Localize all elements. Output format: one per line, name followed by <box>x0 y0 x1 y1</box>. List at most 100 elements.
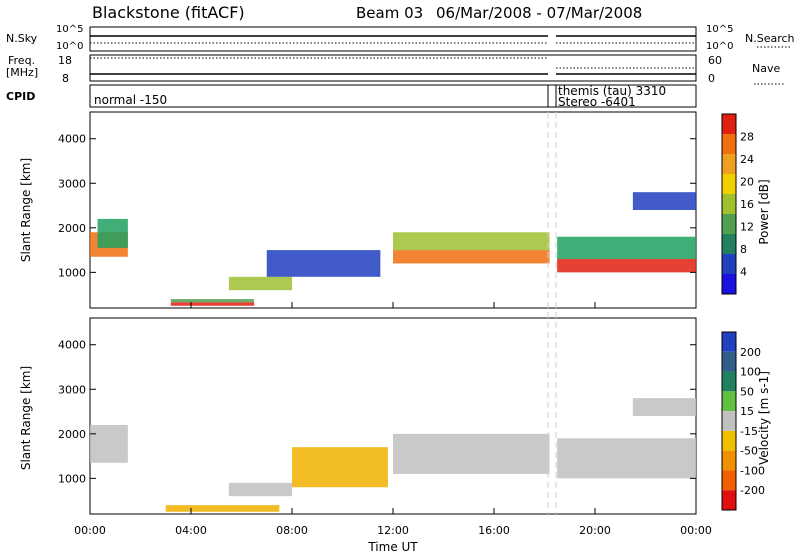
freq-label: Freq. <box>8 54 35 67</box>
x-axis-title: Time UT <box>367 540 418 554</box>
velocity-ytick-label: 4000 <box>58 339 86 352</box>
nsky-tick-top: 10^5 <box>56 24 83 35</box>
velocity-cbar-tick: 100 <box>740 366 761 379</box>
nave-tick-top: 60 <box>708 54 722 67</box>
power-band <box>557 259 696 273</box>
date-range: 06/Mar/2008 - 07/Mar/2008 <box>436 4 642 22</box>
power-cbar-segment <box>722 274 736 294</box>
nsky-tick-top-right: 10^5 <box>706 24 733 35</box>
power-heatmap <box>90 192 696 306</box>
velocity-cbar-segment <box>722 371 736 392</box>
velocity-band <box>165 505 280 512</box>
beam-label: Beam 03 <box>356 4 423 22</box>
x-tick-label: 04:00 <box>175 524 207 537</box>
velocity-band <box>393 433 550 474</box>
x-tick-label: 00:00 <box>680 524 712 537</box>
velocity-cbar-tick: -200 <box>740 484 765 497</box>
velocity-ytick-label: 2000 <box>58 428 86 441</box>
velocity-cbar-segment <box>722 470 736 491</box>
x-tick-label: 08:00 <box>276 524 308 537</box>
power-cbar-segment <box>722 154 736 174</box>
power-panel <box>89 111 697 309</box>
power-band <box>632 192 696 210</box>
freq-trace <box>90 57 696 75</box>
velocity-cbar-tick: 50 <box>740 385 754 398</box>
x-tick-label: 16:00 <box>478 524 510 537</box>
power-cbar-tick: 12 <box>740 221 754 234</box>
velocity-cbar-segment <box>722 351 736 372</box>
nave-label: Nave <box>752 62 780 75</box>
nsky-label: N.Sky <box>6 32 38 45</box>
velocity-cbar-tick: 200 <box>740 346 761 359</box>
velocity-cbar-segment <box>722 411 736 431</box>
nave-tick-bottom: 0 <box>708 72 715 85</box>
power-band <box>266 250 381 277</box>
power-ytick-label: 1000 <box>58 266 86 279</box>
velocity-cbar-segment <box>722 391 736 412</box>
power-band <box>393 232 550 251</box>
velocity-band <box>557 438 696 479</box>
power-cbar-tick: 28 <box>740 131 754 144</box>
velocity-ylabel: Slant Range [km] <box>19 366 33 470</box>
power-cbar-tick: 8 <box>740 243 747 256</box>
power-band <box>393 250 550 264</box>
velocity-ytick-label: 1000 <box>58 472 86 485</box>
power-cbar-segment <box>722 234 736 254</box>
power-cbar-segment <box>722 114 736 134</box>
velocity-cbar-frame <box>721 331 737 511</box>
power-cbar-segment <box>722 254 736 274</box>
power-band <box>170 302 255 306</box>
x-tick-label: 00:00 <box>74 524 106 537</box>
power-cbar-tick: 4 <box>740 266 747 279</box>
power-cbar-tick: 16 <box>740 198 754 211</box>
power-cbar-tick: 24 <box>740 153 754 166</box>
velocity-cbar-segment <box>722 450 736 471</box>
station-title: Blackstone (fitACF) <box>92 3 245 22</box>
power-cbar-segment <box>722 174 736 194</box>
nsky-tick-bottom-right: 10^0 <box>706 41 733 52</box>
freq-tick-top: 18 <box>58 54 72 67</box>
velocity-band <box>90 424 128 463</box>
power-cbar-tick: 20 <box>740 176 754 189</box>
power-band <box>557 236 696 259</box>
cpid-label: CPID <box>6 90 35 103</box>
velocity-cbar-tick: 15 <box>740 405 754 418</box>
velocity-cbar-tick: -100 <box>740 464 765 477</box>
velocity-cbar-segment <box>722 332 736 352</box>
power-ytick-label: 2000 <box>58 222 86 235</box>
velocity-cbar-tick: -50 <box>740 445 758 458</box>
velocity-cbar-segment <box>722 490 736 510</box>
velocity-colorbar: 200 100 50 15 -15 -50 -100 -200 <box>721 331 765 511</box>
velocity-cbar-label: Velocity [m s-1] <box>757 371 771 465</box>
freq-panel <box>89 54 697 82</box>
velocity-band <box>228 482 292 497</box>
power-cbar-segment <box>722 134 736 154</box>
cpid-entry-stereo: Stereo -6401 <box>558 95 636 109</box>
nsky-trace <box>90 35 696 44</box>
power-axes: 1000 2000 3000 4000 <box>58 133 697 308</box>
power-band <box>97 218 128 248</box>
velocity-heatmap <box>90 398 696 512</box>
nsearch-label: N.Search <box>745 32 795 45</box>
nsky-tick-bottom: 10^0 <box>56 41 83 52</box>
cpid-entry-themis: themis (tau) 3310 <box>558 84 666 98</box>
freq-unit: [MHz] <box>6 66 38 79</box>
power-ytick-label: 3000 <box>58 177 86 190</box>
nsky-panel <box>89 26 697 52</box>
power-ytick-label: 4000 <box>58 133 86 146</box>
velocity-panel <box>89 317 697 515</box>
cpid-entry-normal: normal -150 <box>94 93 167 107</box>
power-ylabel: Slant Range [km] <box>19 158 33 262</box>
velocity-ytick-label: 3000 <box>58 383 86 396</box>
freq-tick-bottom: 8 <box>62 72 69 85</box>
cpid-panel <box>89 84 697 108</box>
power-cbar-segment <box>722 194 736 214</box>
x-tick-label: 12:00 <box>377 524 409 537</box>
velocity-cbar-tick: -15 <box>740 425 758 438</box>
power-band <box>228 276 292 291</box>
power-colorbar: 4 8 12 16 20 24 28 <box>721 113 754 295</box>
power-cbar-label: Power [dB] <box>757 179 771 244</box>
x-tick-labels: 00:00 04:00 08:00 12:00 16:00 20:00 00:00 <box>74 524 712 537</box>
power-cbar-frame <box>721 113 737 295</box>
